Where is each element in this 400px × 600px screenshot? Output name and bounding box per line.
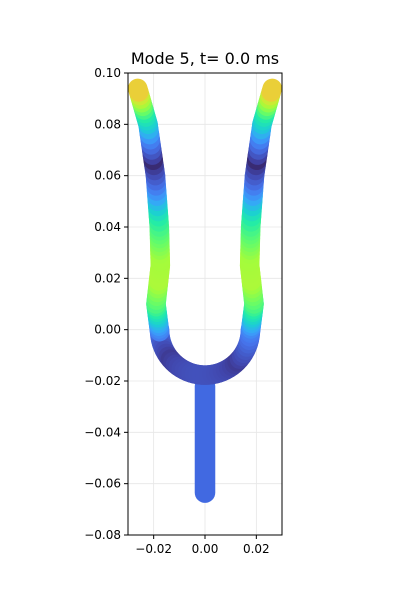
y-tick-label: −0.04 — [84, 425, 121, 439]
axis-ticks: −0.02 0.00 0.02 −0.08 −0.06 −0.04 −0.02 0.00 0.0… — [84, 66, 269, 556]
y-tick-label: −0.02 — [84, 374, 121, 388]
tuning-fork-shape — [128, 78, 282, 503]
y-tick-label: −0.06 — [84, 477, 121, 491]
chart-title: Mode 5, t= 0.0 ms — [131, 49, 279, 68]
x-tick-label: 0.02 — [243, 542, 270, 556]
y-tick-label: 0.10 — [94, 66, 121, 80]
y-tick-label: 0.06 — [94, 169, 121, 183]
y-tick-label: 0.02 — [94, 271, 121, 285]
x-tick-label: −0.02 — [135, 542, 172, 556]
y-tick-label: 0.04 — [94, 220, 121, 234]
left-prong-segment — [128, 78, 149, 102]
y-tick-label: 0.00 — [94, 323, 121, 337]
right-prong-segment — [261, 78, 282, 102]
x-tick-label: 0.00 — [192, 542, 219, 556]
y-tick-label: 0.08 — [94, 117, 121, 131]
y-tick-label: −0.08 — [84, 528, 121, 542]
